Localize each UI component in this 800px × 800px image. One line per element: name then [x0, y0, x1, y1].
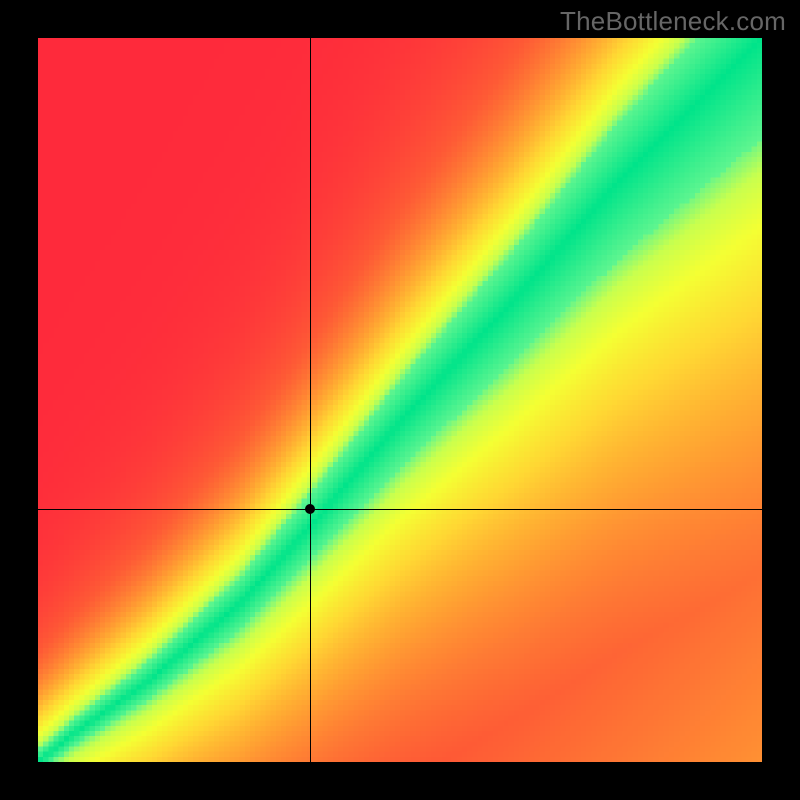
- marker-dot: [305, 504, 315, 514]
- border-bottom: [0, 762, 800, 800]
- heatmap-canvas: [38, 38, 762, 762]
- border-right: [762, 0, 800, 800]
- crosshair-vertical: [310, 38, 311, 762]
- border-left: [0, 0, 38, 800]
- crosshair-horizontal: [38, 509, 762, 510]
- watermark-text: TheBottleneck.com: [560, 6, 786, 37]
- chart-frame: TheBottleneck.com: [0, 0, 800, 800]
